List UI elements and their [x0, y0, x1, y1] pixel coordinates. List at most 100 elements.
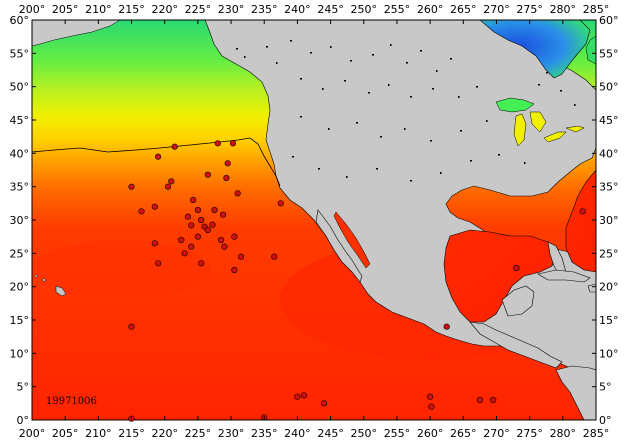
- lat-tick-label-right: 30°: [599, 214, 619, 227]
- lat-tick-label-left: 50°: [10, 81, 30, 94]
- lat-tick-label-left: 5°: [17, 381, 30, 394]
- lon-tick-label-bottom: 245°: [317, 427, 344, 440]
- hawaii-island: [42, 278, 46, 282]
- hawaii-island: [34, 274, 38, 278]
- lat-tick-label-left: 0°: [17, 414, 30, 427]
- warm-patch: [32, 240, 210, 300]
- lon-tick-label-top: 200°: [19, 3, 46, 16]
- observation-point: [231, 233, 238, 240]
- observation-point: [209, 221, 216, 228]
- lat-tick-label-right: 20°: [599, 281, 619, 294]
- lon-tick-label-bottom: 265°: [450, 427, 477, 440]
- gulf-of-mexico: [443, 229, 557, 323]
- lon-tick-label-top: 220°: [151, 3, 178, 16]
- observation-point: [198, 260, 205, 267]
- lon-tick-label-top: 210°: [85, 3, 112, 16]
- lat-tick-label-right: 45°: [599, 114, 619, 127]
- sst-contour: [32, 137, 281, 187]
- observation-point: [188, 222, 195, 229]
- lon-tick-label-top: 285°: [583, 3, 610, 16]
- observation-point: [151, 203, 158, 210]
- central-america-land: [469, 321, 563, 369]
- observation-point: [214, 140, 221, 147]
- lat-tick-label-right: 40°: [599, 147, 619, 160]
- lon-tick-label-top: 235°: [251, 3, 278, 16]
- observation-point: [198, 216, 205, 224]
- lon-tick-label-top: 275°: [516, 3, 543, 16]
- atlantic-ocean: [565, 169, 596, 273]
- gulf-of-california: [333, 211, 371, 269]
- lon-tick-label-top: 265°: [450, 3, 477, 16]
- lat-tick-label-left: 10°: [10, 347, 30, 360]
- cuba-land: [537, 269, 591, 283]
- lon-tick-label-bottom: 200°: [19, 427, 46, 440]
- observation-point: [171, 143, 178, 150]
- lon-tick-label-top: 280°: [550, 3, 577, 16]
- observation-point: [513, 264, 520, 272]
- inland-lakes: [236, 40, 576, 182]
- lon-tick-label-bottom: 285°: [583, 427, 610, 440]
- observation-point: [190, 196, 197, 204]
- lon-tick-label-bottom: 225°: [185, 427, 212, 440]
- lat-tick-label-right: 15°: [599, 314, 619, 327]
- observation-point: [579, 208, 586, 215]
- lat-tick-label-left: 55°: [10, 47, 30, 60]
- observation-point: [128, 183, 135, 190]
- observation-point: [211, 206, 218, 214]
- observation-point: [138, 208, 145, 215]
- observation-point: [428, 403, 435, 410]
- baja-california-land: [315, 209, 363, 283]
- observation-point: [224, 160, 231, 167]
- lat-tick-label-left: 45°: [10, 114, 30, 127]
- observation-point: [294, 393, 301, 400]
- lat-tick-label-right: 50°: [599, 81, 619, 94]
- lon-tick-label-bottom: 275°: [516, 427, 543, 440]
- observation-point: [194, 233, 201, 240]
- axis-ticks: 200° 200° 205° 205° 210° 210° 215° 215° 220° 220°…: [10, 3, 619, 440]
- observation-point: [155, 260, 162, 267]
- observation-point: [271, 253, 278, 260]
- lat-tick-label-right: 0°: [599, 414, 612, 427]
- lon-tick-label-top: 215°: [118, 3, 145, 16]
- hudson-bay: [479, 20, 591, 79]
- lake-erie: [543, 131, 567, 143]
- observation-point: [490, 396, 497, 404]
- lat-tick-label-left: 15°: [10, 314, 30, 327]
- lat-tick-label-left: 35°: [10, 181, 30, 194]
- lat-tick-label-left: 40°: [10, 147, 30, 160]
- lon-tick-label-bottom: 230°: [218, 427, 245, 440]
- lon-tick-label-bottom: 240°: [284, 427, 311, 440]
- lon-tick-label-top: 230°: [218, 3, 245, 16]
- observation-point: [184, 213, 191, 220]
- observation-point: [178, 236, 185, 244]
- observation-point: [443, 323, 450, 330]
- lon-tick-label-bottom: 255°: [384, 427, 411, 440]
- lon-tick-label-bottom: 250°: [351, 427, 378, 440]
- atlantic-north: [585, 35, 596, 65]
- observation-point: [221, 243, 228, 250]
- observation-point: [128, 323, 135, 330]
- observation-point: [155, 153, 162, 160]
- lake-superior: [495, 97, 535, 113]
- observation-points: [128, 140, 586, 422]
- lat-tick-label-right: 60°: [599, 14, 619, 27]
- lat-tick-label-left: 25°: [10, 247, 30, 260]
- observation-point: [220, 211, 227, 218]
- lake-ontario: [565, 125, 585, 133]
- lon-tick-label-top: 260°: [417, 3, 444, 16]
- lon-tick-label-top: 225°: [185, 3, 212, 16]
- lon-tick-label-bottom: 280°: [550, 427, 577, 440]
- observation-point: [188, 243, 195, 250]
- observation-point: [237, 253, 245, 260]
- lon-tick-label-top: 270°: [483, 3, 510, 16]
- observation-point: [204, 171, 211, 178]
- lat-tick-label-right: 55°: [599, 47, 619, 60]
- observation-point: [164, 183, 172, 190]
- observation-point: [223, 174, 230, 182]
- observation-point: [218, 236, 225, 244]
- lon-tick-label-bottom: 220°: [151, 427, 178, 440]
- observation-point: [231, 266, 238, 274]
- lon-tick-label-bottom: 210°: [85, 427, 112, 440]
- yucatan-land: [501, 285, 535, 317]
